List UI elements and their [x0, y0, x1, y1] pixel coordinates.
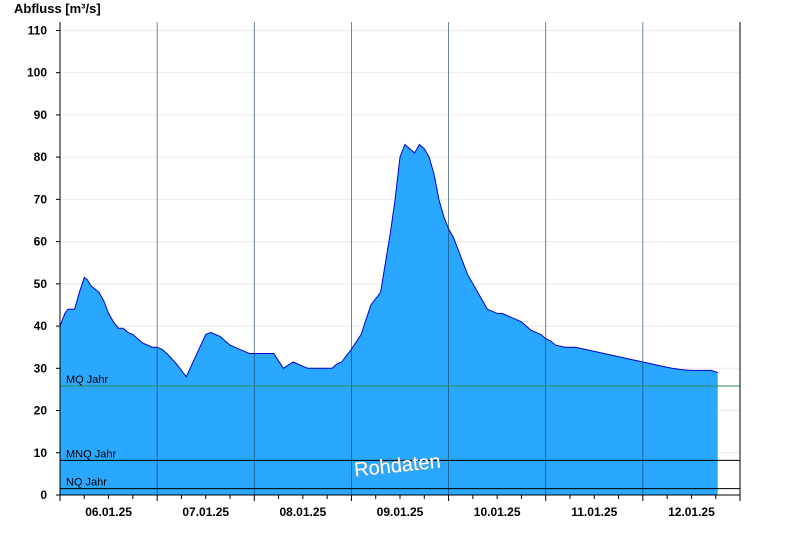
reference-lines: MQ Jahr MNQ Jahr NQ Jahr	[60, 374, 740, 490]
y-tick-label: 90	[34, 108, 48, 122]
x-tick-label: 11.01.25	[571, 505, 617, 519]
y-tick-label: 110	[28, 23, 48, 37]
y-tick-label: 100	[27, 66, 47, 80]
y-tick-label: 80	[34, 150, 48, 164]
y-tick-label: 70	[34, 192, 48, 206]
x-tick-label: 10.01.25	[474, 505, 521, 519]
y-tick-label: 0	[40, 488, 47, 502]
reference-label: MNQ Jahr	[66, 448, 116, 460]
reference-label: NQ Jahr	[66, 477, 107, 489]
y-tick-label: 50	[34, 277, 48, 291]
reference-label: MQ Jahr	[66, 374, 109, 386]
y-tick-label: 60	[34, 235, 48, 249]
discharge-area	[60, 144, 718, 495]
y-tick-label: 20	[34, 404, 48, 418]
x-tick-label: 06.01.25	[85, 505, 132, 519]
x-tick-label: 09.01.25	[377, 505, 424, 519]
discharge-line	[59, 143, 718, 378]
x-tick-label: 08.01.25	[279, 505, 326, 519]
y-axis-label: Abfluss [m³/s]	[14, 1, 101, 16]
ticks: 0 10 20 30 40 50 60 70 80 90 100 110 06.01.25 07.01.2…	[27, 23, 741, 519]
day-divider-lines	[156, 22, 644, 495]
y-tick-label: 40	[34, 319, 48, 333]
x-tick-label: 07.01.25	[182, 505, 229, 519]
x-tick-label: 12.01.25	[668, 505, 715, 519]
y-tick-label: 30	[34, 361, 48, 375]
y-tick-label: 10	[34, 446, 48, 460]
